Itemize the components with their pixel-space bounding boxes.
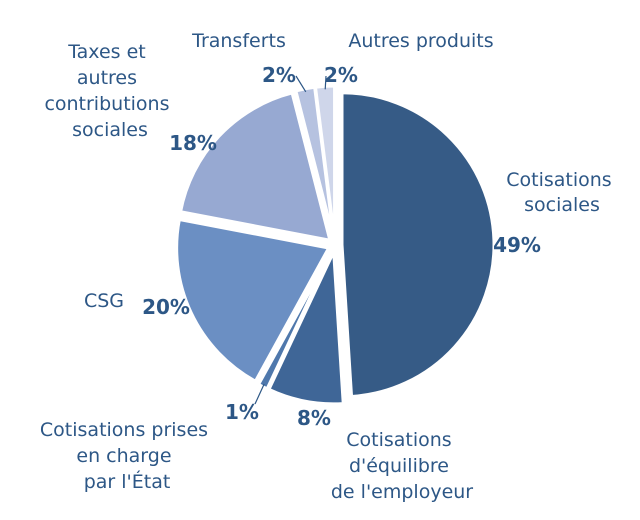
value-label-autres-produits: 2%: [324, 63, 358, 87]
category-label-cotisations-prises-en-charge: Cotisations prises en charge par l'État: [40, 419, 214, 493]
pie-slice-1: [266, 251, 345, 406]
leader-line-2: [254, 383, 265, 405]
value-label-cotisations-equilibre-employeur: 8%: [297, 406, 331, 430]
category-label-transferts: Transferts: [191, 30, 286, 52]
leader-line-5: [295, 75, 307, 93]
pie-slice-0: [340, 91, 496, 399]
value-label-cotisations-sociales: 49%: [493, 233, 541, 257]
category-label-cotisations-sociales: Cotisations sociales: [506, 169, 618, 216]
value-label-taxes-contributions: 18%: [169, 131, 217, 155]
value-label-cotisations-prises-en-charge: 1%: [225, 400, 259, 424]
category-label-csg: CSG: [84, 290, 124, 312]
leader-lines: [254, 75, 327, 405]
category-label-taxes-contributions: Taxes et autres contributions sociales: [44, 41, 175, 141]
pie-slice-4: [178, 91, 332, 243]
leader-line-6: [324, 75, 327, 90]
pie-slices: [175, 84, 496, 406]
pie-slice-3: [175, 217, 331, 384]
value-label-transferts: 2%: [262, 63, 296, 87]
category-label-autres-produits: Autres produits: [348, 30, 493, 52]
category-label-cotisations-equilibre-employeur: Cotisations d'équilibre de l'employeur: [331, 429, 473, 503]
value-label-csg: 20%: [142, 295, 190, 319]
